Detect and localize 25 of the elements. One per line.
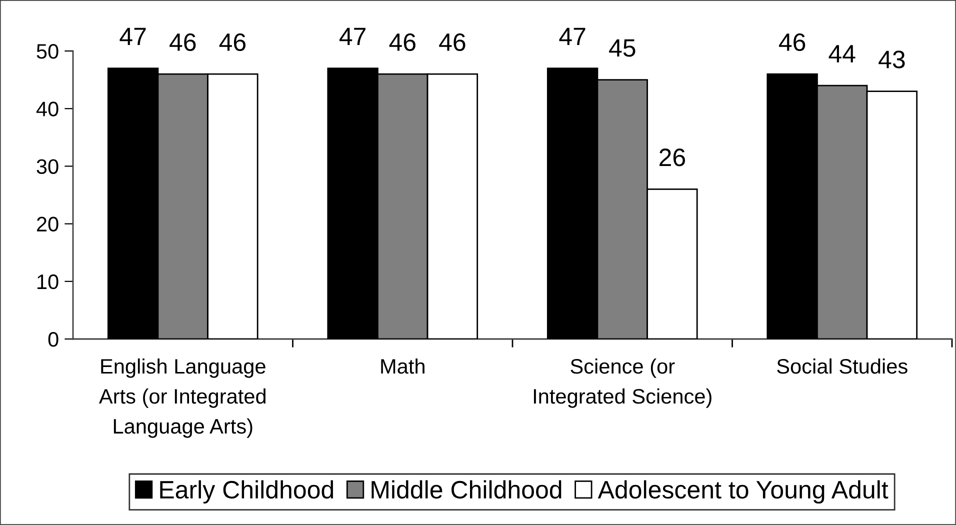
data-label: 47: [559, 28, 586, 46]
legend-label: Middle Childhood: [372, 480, 562, 499]
x-tick-label: Math: [381, 358, 424, 374]
y-tick-label: 20: [36, 216, 58, 232]
data-label: 43: [878, 50, 905, 68]
y-tick-label: 50: [36, 44, 58, 59]
legend-label: Adolescent to Young Adult: [598, 480, 888, 504]
legend-label: Early Childhood: [160, 480, 334, 504]
y-tick-label: 10: [38, 274, 58, 290]
data-label: 45: [609, 39, 636, 57]
data-label: 47: [339, 28, 366, 46]
y-tick-label: 40: [36, 102, 58, 116]
data-label: 46: [389, 33, 416, 52]
data-label: 46: [219, 33, 246, 52]
x-tick-label: English Language Arts (or Integrated Language Arts): [98, 358, 266, 438]
data-label: 44: [828, 45, 856, 62]
x-tick-label: Social Studies: [777, 358, 908, 374]
data-label: 46: [778, 33, 806, 52]
y-tick-label: 30: [36, 159, 58, 174]
data-label: 26: [660, 148, 685, 166]
data-label: 46: [170, 33, 196, 52]
y-tick-label: 0: [48, 332, 58, 347]
x-tick-label: Science (or Integrated Science): [534, 358, 712, 408]
data-label: 47: [120, 28, 146, 46]
data-label: 46: [439, 33, 466, 52]
